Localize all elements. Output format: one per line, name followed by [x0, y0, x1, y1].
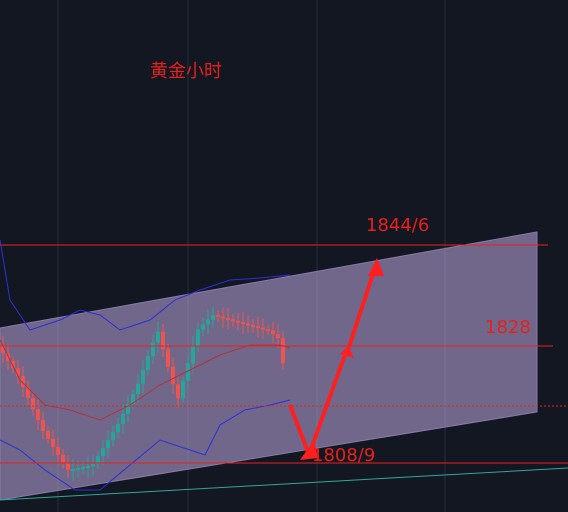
candle-body — [226, 317, 230, 320]
candle-body — [106, 440, 110, 449]
candle-body — [266, 328, 270, 331]
candle-body — [236, 320, 240, 323]
lower-band — [0, 399, 291, 491]
candle-body — [241, 322, 245, 325]
candle-body — [36, 409, 40, 421]
candle-body — [46, 430, 50, 439]
candle-body — [1, 345, 5, 354]
candle-body — [156, 331, 160, 343]
candle-body — [96, 456, 100, 465]
candle-body — [56, 446, 60, 455]
candle-body — [101, 448, 105, 457]
candle-body — [116, 424, 120, 433]
middle-band — [0, 339, 291, 421]
candle-body — [186, 363, 190, 381]
arrow-head — [300, 440, 318, 460]
candle-body — [141, 369, 145, 384]
candle-body — [206, 319, 210, 325]
candle-body — [76, 467, 80, 470]
candle-body — [281, 338, 285, 364]
candle-body — [196, 329, 200, 346]
candle-body — [246, 323, 250, 326]
arrows — [288, 267, 377, 453]
candle-body — [261, 327, 265, 330]
arrow-shaft — [308, 351, 348, 453]
candle-body — [216, 315, 220, 318]
level-label: 1828 — [485, 317, 531, 338]
candle-body — [31, 398, 35, 410]
candle-body — [71, 468, 75, 471]
candle-body — [66, 462, 70, 470]
bands — [0, 239, 291, 491]
arrow-head — [340, 346, 354, 358]
candle-body — [136, 383, 140, 394]
candle-body — [11, 360, 15, 369]
candle-body — [81, 466, 85, 469]
candle-body — [61, 454, 65, 463]
candle-body — [171, 366, 175, 385]
candle-body — [201, 324, 205, 330]
candle-body — [221, 316, 225, 319]
candle-body — [121, 414, 125, 424]
candle-body — [161, 331, 165, 350]
arrow-shaft — [346, 267, 377, 351]
candle-body — [51, 438, 55, 447]
level-label: 1808/9 — [312, 445, 375, 466]
candle-body — [181, 380, 185, 399]
channel — [0, 231, 538, 501]
candle-body — [86, 465, 90, 468]
candle-body — [91, 464, 95, 467]
candle-body — [26, 387, 30, 399]
candle-body — [151, 342, 155, 357]
candle-body — [41, 420, 45, 431]
candle-body — [16, 368, 20, 377]
candle-body — [211, 315, 215, 320]
candle-body — [231, 319, 235, 322]
chart-title: 黄金小时 — [150, 61, 222, 82]
candle-body — [146, 356, 150, 370]
candle-body — [111, 432, 115, 441]
candle-body — [191, 345, 195, 364]
candle-body — [21, 376, 25, 388]
candle-body — [131, 394, 135, 404]
candle-body — [256, 326, 260, 329]
candles — [1, 306, 285, 481]
candle-body — [126, 404, 130, 414]
arrow-shaft — [288, 404, 310, 453]
candle-body — [251, 324, 255, 327]
trend-line — [0, 467, 568, 501]
arrow-head — [368, 258, 384, 276]
candle-body — [176, 384, 180, 399]
candle-body — [271, 330, 275, 335]
candle-body — [166, 349, 170, 367]
level-label: 1844/6 — [366, 215, 429, 236]
candle-body — [276, 334, 280, 339]
upper-band — [0, 239, 291, 331]
